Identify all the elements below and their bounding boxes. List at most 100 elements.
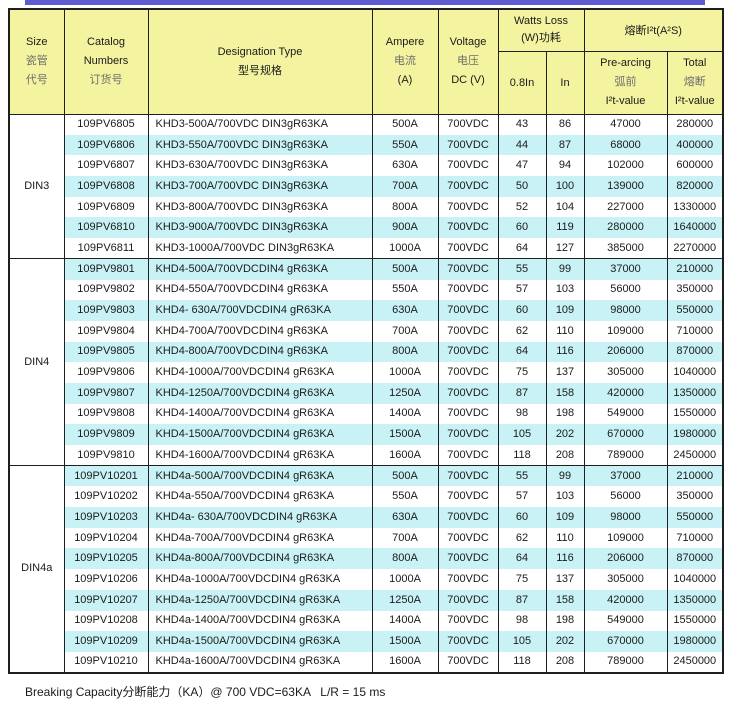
table-row: 109PV6809 KHD3-800A/700VDC DIN3gR63KA 800A… bbox=[9, 196, 724, 218]
table-row: 109PV9809 KHD4-1500A/700VDCDIN4 gR63KA 150… bbox=[9, 424, 724, 445]
table-body: DIN3 109PV6805 KHD3-500A/700VDC DIN3gR63KA… bbox=[8, 113, 724, 673]
ampere-cell: 1000A bbox=[371, 238, 439, 259]
prearcing-i2t-cell: 139000 bbox=[583, 176, 668, 197]
ampere-cell: 550A bbox=[371, 486, 439, 508]
designation-cell: KHD4-800A/700VDCDIN4 gR63KA bbox=[147, 341, 373, 363]
catalog-cell: 109PV10205 bbox=[63, 548, 149, 570]
watts-08in-cell: 98 bbox=[497, 610, 547, 632]
col-header-size: Size 瓷管 代号 bbox=[8, 8, 65, 115]
watts-08in-cell: 55 bbox=[497, 465, 547, 487]
designation-cell: KHD4a-800A/700VDCDIN4 gR63KA bbox=[147, 548, 373, 570]
watts-in-cell: 202 bbox=[545, 424, 585, 445]
table-row: 109PV6808 KHD3-700A/700VDC DIN3gR63KA 700A… bbox=[9, 176, 724, 197]
voltage-cell: 700VDC bbox=[437, 610, 499, 632]
table-row: 109PV9805 KHD4-800A/700VDCDIN4 gR63KA 800A… bbox=[9, 341, 724, 363]
catalog-cell: 109PV10206 bbox=[63, 569, 149, 590]
total-i2t-cell: 550000 bbox=[666, 300, 724, 321]
watts-in-cell: 94 bbox=[545, 155, 585, 177]
prearcing-header-zh: 弧前 bbox=[614, 76, 637, 88]
ampere-cell: 500A bbox=[371, 465, 439, 487]
watts-08in-cell: 57 bbox=[497, 486, 547, 508]
designation-cell: KHD3-1000A/700VDC DIN3gR63KA bbox=[147, 238, 373, 259]
ampere-cell: 550A bbox=[371, 279, 439, 301]
total-i2t-cell: 1550000 bbox=[666, 610, 724, 632]
watts-in-cell: 158 bbox=[545, 589, 585, 611]
prearcing-i2t-cell: 420000 bbox=[583, 589, 668, 611]
watts-in-cell: 208 bbox=[545, 651, 585, 673]
prearcing-i2t-cell: 789000 bbox=[583, 651, 668, 673]
voltage-cell: 700VDC bbox=[437, 176, 499, 197]
table-row: 109PV9807 KHD4-1250A/700VDCDIN4 gR63KA 125… bbox=[9, 382, 724, 404]
designation-cell: KHD4a-1250A/700VDCDIN4 gR63KA bbox=[147, 589, 373, 611]
catalog-cell: 109PV6811 bbox=[63, 238, 149, 259]
voltage-cell: 700VDC bbox=[437, 382, 499, 404]
watts-08in-cell: 118 bbox=[497, 445, 547, 466]
total-i2t-cell: 1980000 bbox=[666, 424, 724, 445]
breaking-capacity-note: Breaking Capacity分断能力（KA）@ 700 VDC=63KA … bbox=[25, 685, 386, 699]
ampere-header-zh: 电流 bbox=[394, 55, 416, 68]
ampere-cell: 1600A bbox=[371, 445, 439, 466]
table-row: 109PV6807 KHD3-630A/700VDC DIN3gR63KA 630A… bbox=[9, 155, 724, 177]
catalog-cell: 109PV9808 bbox=[63, 403, 149, 425]
total-header-zh: 熔断 bbox=[683, 76, 706, 88]
designation-cell: KHD4-1250A/700VDCDIN4 gR63KA bbox=[147, 382, 373, 404]
table-row: 109PV6810 KHD3-900A/700VDC DIN3gR63KA 900A… bbox=[9, 217, 724, 239]
table-row: 109PV9804 KHD4-700A/700VDCDIN4 gR63KA 700A… bbox=[9, 320, 724, 342]
voltage-cell: 700VDC bbox=[437, 238, 499, 259]
size-group-cell: DIN4 bbox=[8, 258, 65, 466]
catalog-cell: 109PV10210 bbox=[63, 651, 149, 673]
voltage-cell: 700VDC bbox=[437, 548, 499, 570]
prearcing-i2t-cell: 109000 bbox=[583, 320, 668, 342]
catalog-cell: 109PV9801 bbox=[63, 258, 149, 280]
voltage-cell: 700VDC bbox=[437, 507, 499, 528]
size-header-zh1: 瓷管 bbox=[25, 55, 48, 68]
catalog-cell: 109PV9810 bbox=[63, 445, 149, 466]
table-row: 109PV9808 KHD4-1400A/700VDCDIN4 gR63KA 140… bbox=[9, 403, 724, 425]
total-i2t-cell: 870000 bbox=[666, 548, 724, 570]
watts-in-cell: 202 bbox=[545, 631, 585, 652]
designation-cell: KHD3-500A/700VDC DIN3gR63KA bbox=[147, 113, 373, 135]
ampere-cell: 550A bbox=[371, 134, 439, 156]
watts-08in-cell: 87 bbox=[497, 589, 547, 611]
voltage-cell: 700VDC bbox=[437, 486, 499, 508]
prearcing-i2t-cell: 385000 bbox=[583, 238, 668, 259]
ampere-cell: 800A bbox=[371, 548, 439, 570]
prearcing-i2t-cell: 37000 bbox=[583, 465, 668, 487]
total-header-en: Total bbox=[683, 57, 707, 69]
watts-in-cell: 99 bbox=[545, 258, 585, 280]
voltage-cell: 700VDC bbox=[437, 465, 499, 487]
size-header-zh2: 代号 bbox=[25, 74, 48, 87]
watts-08in-cell: 52 bbox=[497, 196, 547, 218]
catalog-cell: 109PV10202 bbox=[63, 486, 149, 508]
watts-08in-cell: 64 bbox=[497, 548, 547, 570]
catalog-cell: 109PV9807 bbox=[63, 382, 149, 404]
watts-08in-cell: 60 bbox=[497, 507, 547, 528]
total-i2t-cell: 1040000 bbox=[666, 362, 724, 383]
watts-in-cell: 116 bbox=[545, 341, 585, 363]
voltage-cell: 700VDC bbox=[437, 113, 499, 135]
voltage-cell: 700VDC bbox=[437, 320, 499, 342]
total-i2t-cell: 710000 bbox=[666, 320, 724, 342]
catalog-cell: 109PV9803 bbox=[63, 300, 149, 321]
watts-loss-header-zh: (W)功耗 bbox=[521, 32, 561, 45]
watts-08in-cell: 60 bbox=[497, 217, 547, 239]
designation-header-zh: 型号规格 bbox=[238, 64, 282, 77]
catalog-cell: 109PV10207 bbox=[63, 589, 149, 611]
designation-cell: KHD4a- 630A/700VDCDIN4 gR63KA bbox=[147, 507, 373, 528]
ampere-cell: 700A bbox=[371, 320, 439, 342]
prearcing-i2t-cell: 206000 bbox=[583, 548, 668, 570]
ampere-cell: 630A bbox=[371, 507, 439, 528]
watts-08in-cell: 118 bbox=[497, 651, 547, 673]
catalog-cell: 109PV10209 bbox=[63, 631, 149, 652]
watts-in-cell: 99 bbox=[545, 465, 585, 487]
total-i2t-cell: 710000 bbox=[666, 527, 724, 549]
total-i2t-cell: 350000 bbox=[666, 486, 724, 508]
catalog-cell: 109PV6809 bbox=[63, 196, 149, 218]
top-divider-bar bbox=[25, 0, 705, 5]
prearcing-i2t-cell: 206000 bbox=[583, 341, 668, 363]
watts-08in-cell: 62 bbox=[497, 320, 547, 342]
table-row: 109PV10204 KHD4a-700A/700VDCDIN4 gR63KA 70… bbox=[9, 527, 724, 549]
prearcing-i2t-cell: 670000 bbox=[583, 424, 668, 445]
designation-cell: KHD4a-500A/700VDCDIN4 gR63KA bbox=[147, 465, 373, 487]
